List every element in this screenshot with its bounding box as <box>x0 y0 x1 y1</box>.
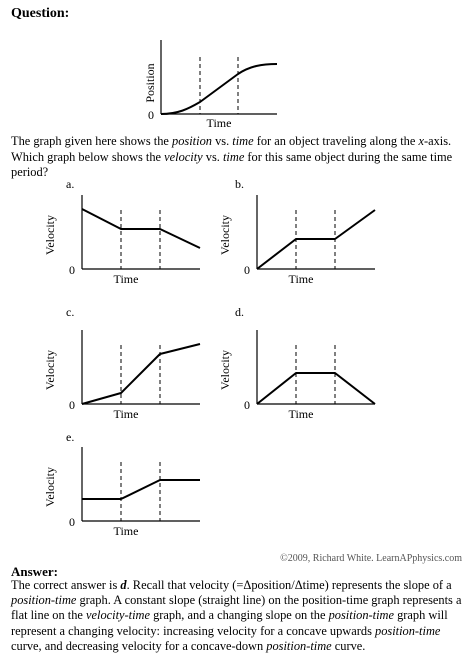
option-d-xlabel: Time <box>289 407 314 421</box>
option-a-graph: Velocity 0 Time <box>43 195 201 286</box>
option-e-graph: Velocity 0 Time <box>43 447 200 538</box>
answer-heading: Answer: <box>11 564 58 579</box>
option-a-letter: a. <box>66 177 75 191</box>
option-a-xlabel: Time <box>114 272 139 286</box>
option-e-xlabel: Time <box>114 524 139 538</box>
option-c-line <box>81 343 201 405</box>
position-curve <box>160 63 278 115</box>
option-e-origin: 0 <box>69 515 75 529</box>
option-a-line <box>81 208 201 249</box>
option-e-ylabel: Velocity <box>43 467 57 507</box>
option-a-origin: 0 <box>69 263 75 277</box>
option-b-letter: b. <box>235 177 244 191</box>
option-d-ylabel: Velocity <box>218 350 232 390</box>
answer-text: The correct answer is d. Recall that vel… <box>11 578 462 653</box>
option-c-letter: c. <box>66 305 75 319</box>
option-d-graph: Velocity 0 Time <box>218 330 376 421</box>
time-axis-label: Time <box>207 116 232 130</box>
option-c-xlabel: Time <box>114 407 139 421</box>
option-e-letter: e. <box>66 430 75 444</box>
option-a-ylabel: Velocity <box>43 215 57 255</box>
position-axis-label: Position <box>143 63 157 102</box>
option-b-graph: Velocity 0 Time <box>218 195 376 286</box>
option-d-letter: d. <box>235 305 244 319</box>
option-b-origin: 0 <box>244 263 250 277</box>
question-heading: Question: <box>11 6 70 21</box>
option-e-line <box>82 479 200 500</box>
option-b-xlabel: Time <box>289 272 314 286</box>
option-c-graph: Velocity 0 Time <box>43 330 201 421</box>
position-time-graph: Position 0 Time <box>143 40 278 130</box>
copyright-credit: ©2009, Richard White. LearnAPphysics.com <box>280 553 462 564</box>
option-b-line <box>256 209 376 270</box>
option-d-origin: 0 <box>244 398 250 412</box>
option-b-ylabel: Velocity <box>218 215 232 255</box>
option-c-origin: 0 <box>69 398 75 412</box>
question-text: The graph given here shows the position … <box>11 134 453 179</box>
option-c-ylabel: Velocity <box>43 350 57 390</box>
origin-label: 0 <box>148 108 154 122</box>
option-d-line <box>256 372 376 405</box>
